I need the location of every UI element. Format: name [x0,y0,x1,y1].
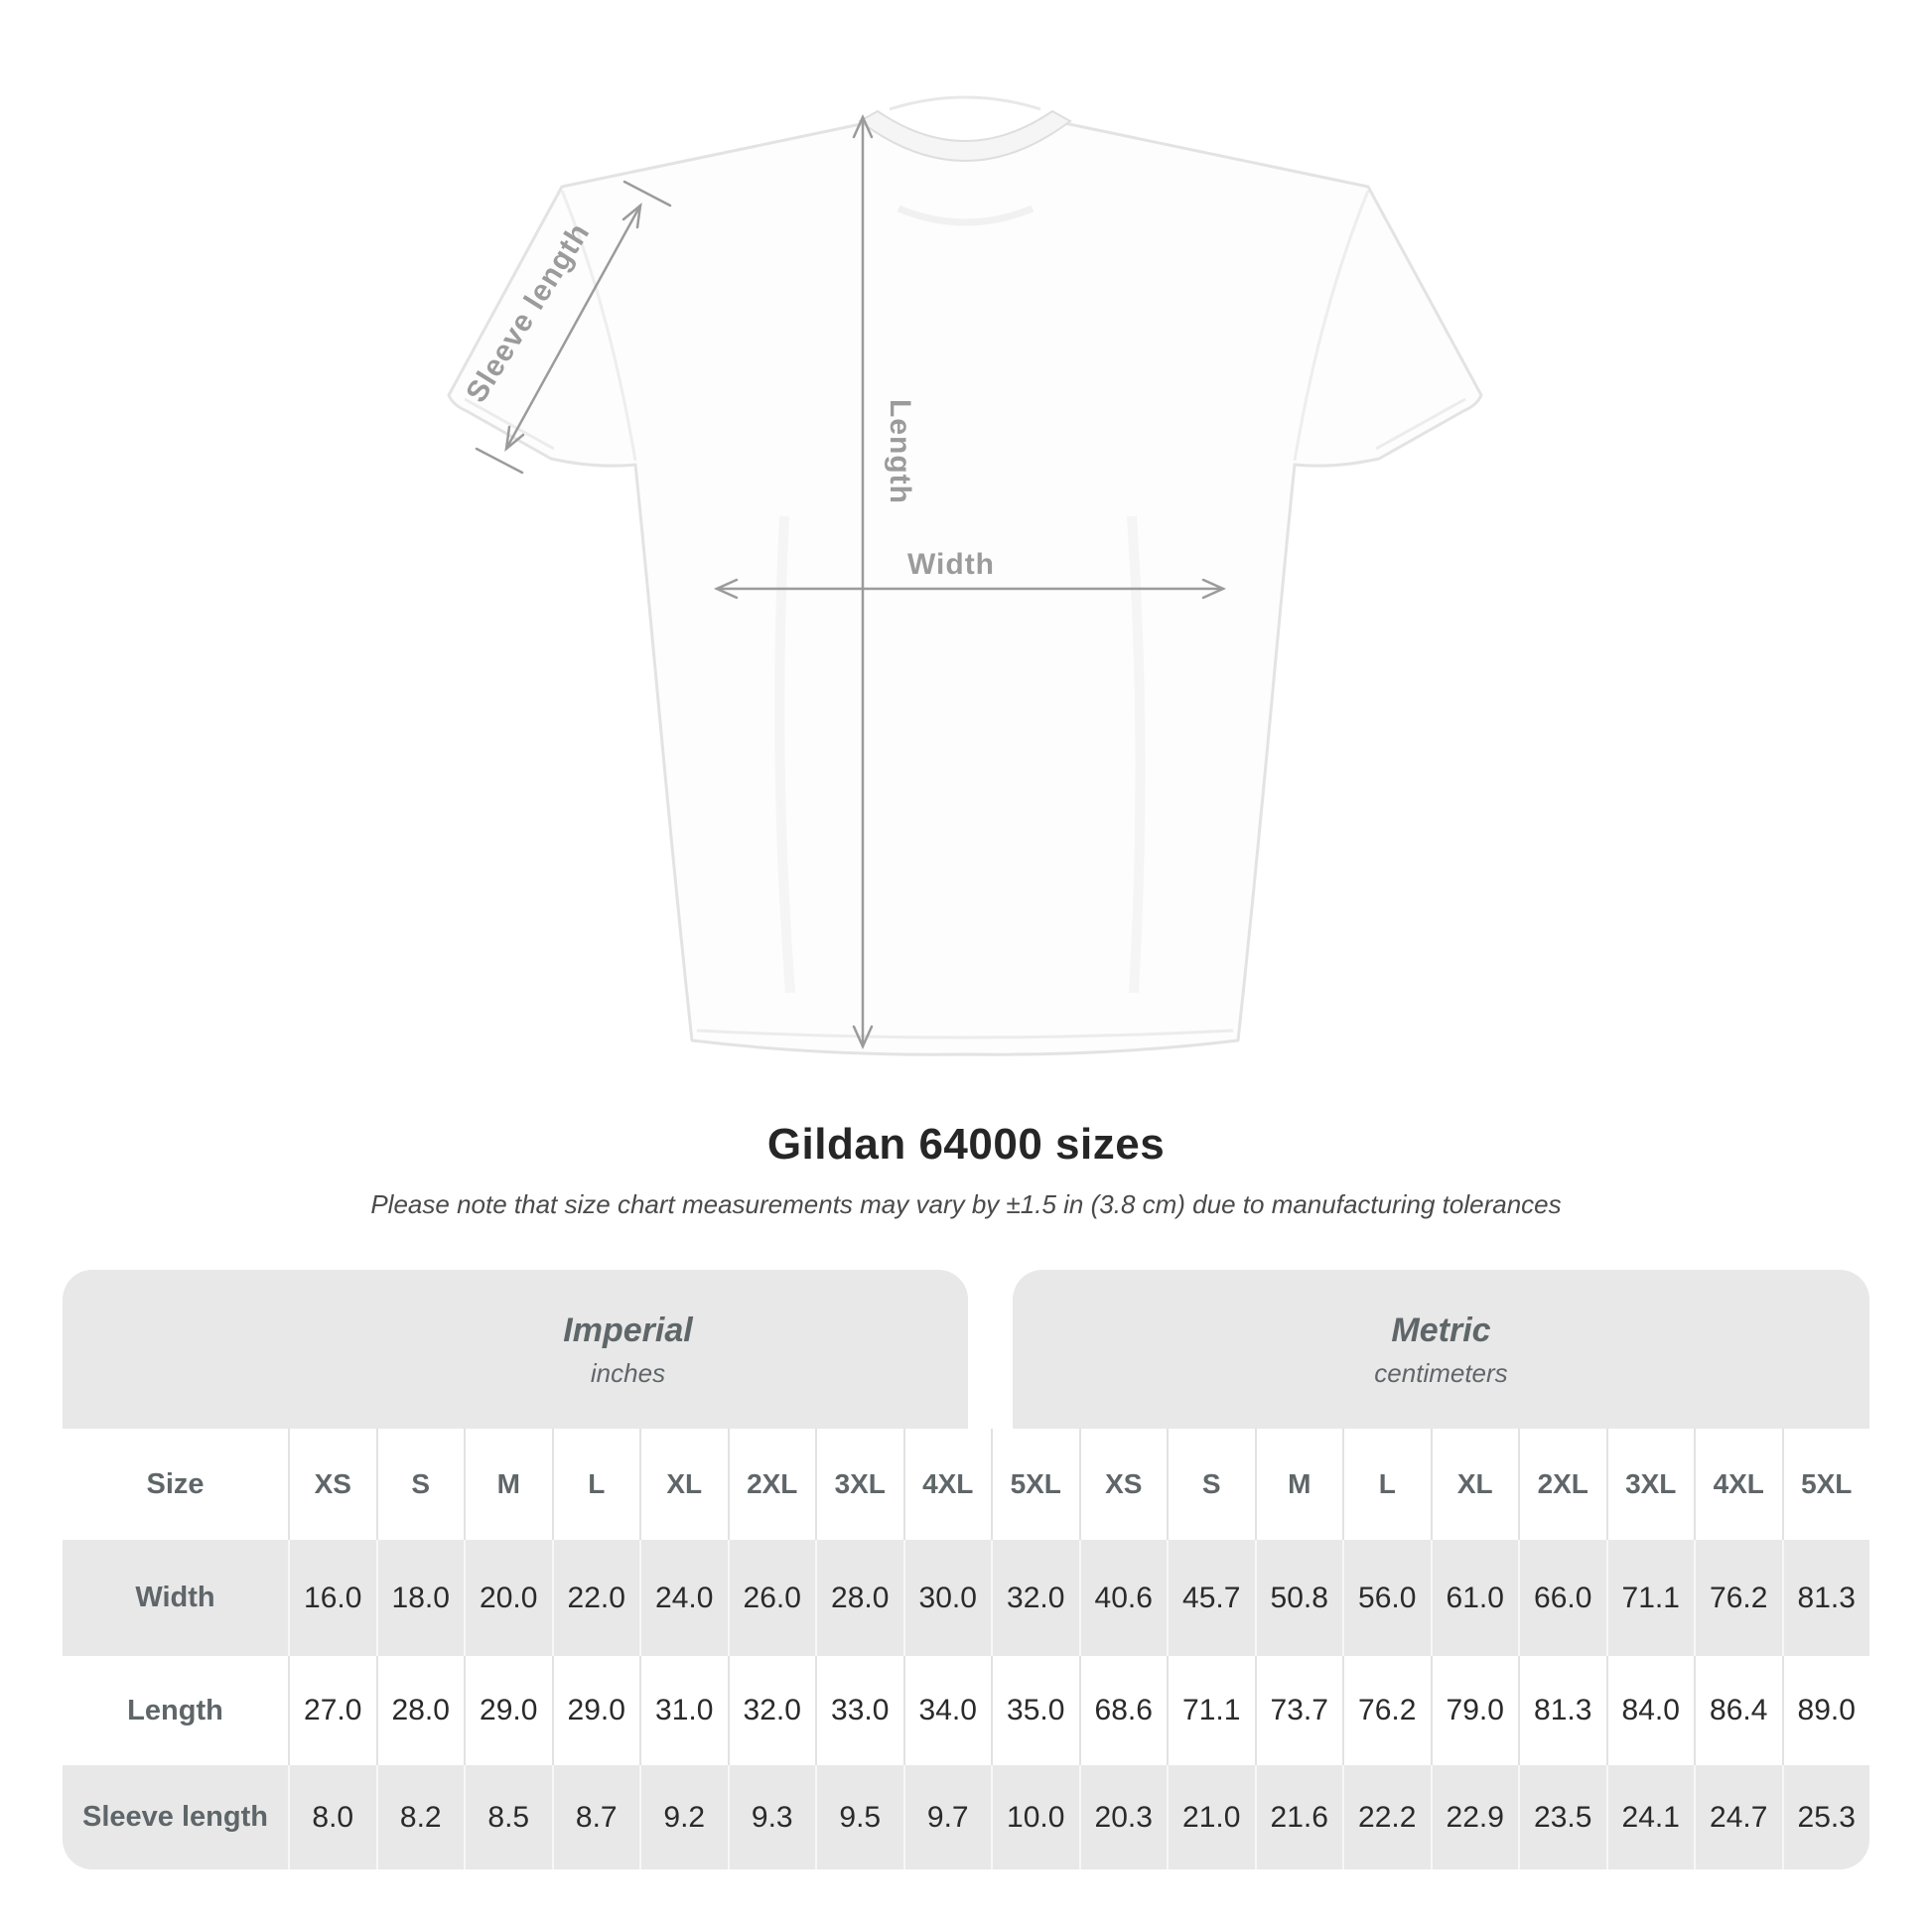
size-header-metric-xs: XS [1078,1429,1168,1540]
width-imperial-xl: 24.0 [639,1540,728,1656]
size-header-imperial-xl: XL [639,1429,728,1540]
size-header-metric-xl: XL [1430,1429,1519,1540]
sleeve-length-dimension-arrow [475,180,672,475]
length-metric-2xl: 81.3 [1518,1656,1606,1765]
sleeve-metric-m: 21.6 [1254,1765,1343,1869]
size-header-imperial-s: S [375,1429,465,1540]
unit-header-row: Imperial inches Metric centimeters [63,1270,1869,1429]
row-label-length: Length [127,1694,223,1726]
metric-unit-label: centimeters [1374,1357,1508,1388]
sleeve-metric-s: 21.0 [1167,1765,1255,1869]
imperial-unit-label: inches [590,1357,666,1388]
length-metric-xl: 79.0 [1430,1656,1519,1765]
width-metric-3xl: 71.1 [1605,1540,1695,1656]
metric-label: Metric [1391,1311,1491,1349]
length-metric-l: 76.2 [1342,1656,1431,1765]
tolerance-note: Please note that size chart measurements… [370,1189,1562,1219]
page-title: Gildan 64000 sizes [766,1120,1166,1169]
sleeve-imperial-s: 8.2 [375,1765,465,1869]
length-metric-xs: 68.6 [1078,1656,1168,1765]
length-imperial-xs: 27.0 [288,1656,376,1765]
sleeve-metric-5xl: 25.3 [1781,1765,1870,1869]
width-imperial-m: 20.0 [464,1540,552,1656]
sleeve-imperial-xl: 9.2 [639,1765,728,1869]
length-imperial-4xl: 34.0 [902,1656,992,1765]
size-column-header: Size [146,1467,205,1500]
sleeve-metric-4xl: 24.7 [1694,1765,1782,1869]
size-header-row: Size XS S M L XL 2XL 3XL 4XL 5XL XS S M … [63,1429,1869,1540]
sleeve-imperial-l: 8.7 [551,1765,640,1869]
width-metric-xs: 40.6 [1078,1540,1168,1656]
sleeve-metric-2xl: 23.5 [1518,1765,1606,1869]
length-metric-4xl: 86.4 [1694,1656,1782,1765]
length-imperial-2xl: 32.0 [727,1656,816,1765]
width-imperial-xs: 16.0 [288,1540,376,1656]
size-header-imperial-4xl: 4XL [902,1429,992,1540]
row-label-sleeve-length: Sleeve length [82,1801,268,1833]
width-label: Width [907,548,995,581]
length-imperial-m: 29.0 [464,1656,552,1765]
length-metric-5xl: 89.0 [1781,1656,1870,1765]
size-header-metric-s: S [1167,1429,1255,1540]
sleeve-imperial-m: 8.5 [464,1765,552,1869]
size-header-imperial-m: M [464,1429,552,1540]
width-metric-5xl: 81.3 [1781,1540,1870,1656]
table-row-length: Length 27.0 28.0 29.0 29.0 31.0 32.0 33.… [63,1656,1869,1765]
collar [858,109,1072,162]
size-header-imperial-xs: XS [288,1429,376,1540]
size-header-metric-2xl: 2XL [1518,1429,1606,1540]
sleeve-imperial-xs: 8.0 [288,1765,376,1869]
tshirt-measurement-diagram: Length Width Sleeve length [447,95,1483,1056]
table-row-sleeve-length: Sleeve length 8.0 8.2 8.5 8.7 9.2 9.3 9.… [63,1765,1869,1869]
length-imperial-3xl: 33.0 [815,1656,903,1765]
width-dimension-arrow [713,578,1227,600]
size-header-imperial-5xl: 5XL [991,1429,1079,1540]
sleeve-imperial-3xl: 9.5 [815,1765,903,1869]
size-header-imperial-3xl: 3XL [815,1429,903,1540]
width-metric-l: 56.0 [1342,1540,1431,1656]
size-header-imperial-2xl: 2XL [727,1429,816,1540]
sleeve-imperial-2xl: 9.3 [727,1765,816,1869]
length-imperial-l: 29.0 [551,1656,640,1765]
length-imperial-5xl: 35.0 [991,1656,1079,1765]
length-imperial-s: 28.0 [375,1656,465,1765]
width-metric-2xl: 66.0 [1518,1540,1606,1656]
sleeve-metric-3xl: 24.1 [1605,1765,1695,1869]
metric-header: Metric centimeters [1013,1270,1869,1429]
width-imperial-2xl: 26.0 [727,1540,816,1656]
size-header-imperial-l: L [551,1429,640,1540]
size-header-metric-l: L [1342,1429,1431,1540]
size-header-metric-5xl: 5XL [1781,1429,1870,1540]
sleeve-imperial-4xl: 9.7 [902,1765,992,1869]
width-imperial-5xl: 32.0 [991,1540,1079,1656]
imperial-header: Imperial inches [63,1270,968,1429]
length-metric-m: 73.7 [1254,1656,1343,1765]
width-metric-4xl: 76.2 [1694,1540,1782,1656]
width-imperial-3xl: 28.0 [815,1540,903,1656]
width-imperial-s: 18.0 [375,1540,465,1656]
length-metric-3xl: 84.0 [1605,1656,1695,1765]
sleeve-metric-l: 22.2 [1342,1765,1431,1869]
size-header-metric-3xl: 3XL [1605,1429,1695,1540]
width-imperial-l: 22.0 [551,1540,640,1656]
sleeve-metric-xs: 20.3 [1078,1765,1168,1869]
size-header-metric-m: M [1254,1429,1343,1540]
sleeve-metric-xl: 22.9 [1430,1765,1519,1869]
width-metric-m: 50.8 [1254,1540,1343,1656]
width-metric-s: 45.7 [1167,1540,1255,1656]
imperial-label: Imperial [563,1311,693,1349]
length-dimension-arrow [852,113,874,1050]
width-metric-xl: 61.0 [1430,1540,1519,1656]
length-imperial-xl: 31.0 [639,1656,728,1765]
sleeve-imperial-5xl: 10.0 [991,1765,1079,1869]
length-label: Length [884,399,916,504]
size-chart-table: Imperial inches Metric centimeters Size … [63,1270,1869,1869]
row-label-width: Width [135,1582,215,1613]
length-metric-s: 71.1 [1167,1656,1255,1765]
size-header-metric-4xl: 4XL [1694,1429,1782,1540]
width-imperial-4xl: 30.0 [902,1540,992,1656]
table-row-width: Width 16.0 18.0 20.0 22.0 24.0 26.0 28.0… [63,1540,1869,1656]
